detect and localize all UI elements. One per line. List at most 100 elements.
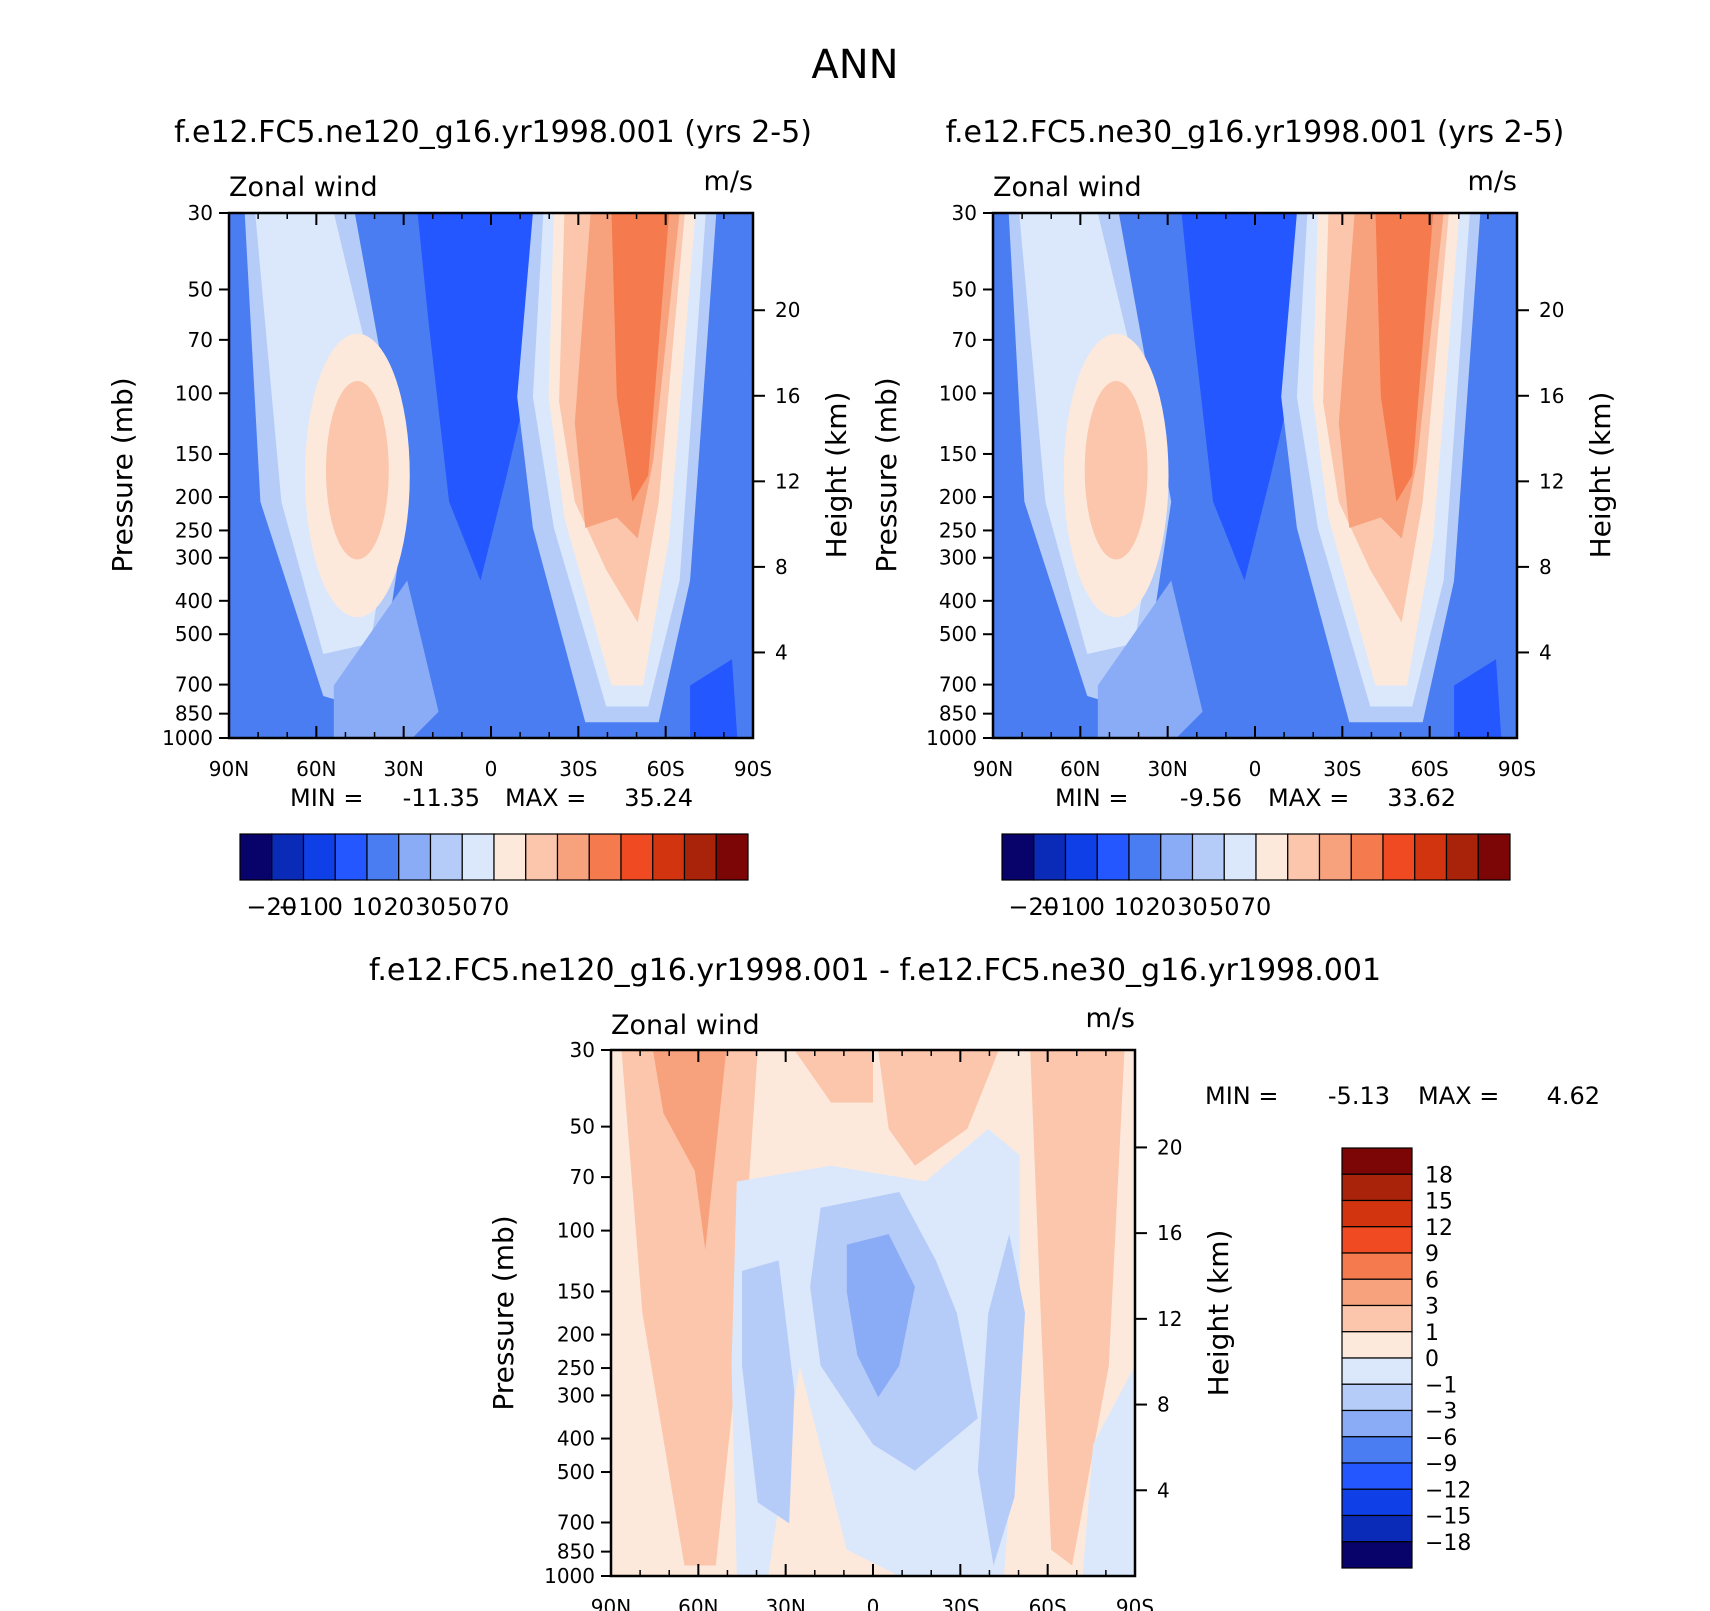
colorbar-swatch	[1341, 1357, 1413, 1385]
band-east-edge	[333, 580, 439, 738]
y-tick-label: 300	[557, 1383, 595, 1407]
colorbar-swatch	[493, 833, 527, 881]
y-tick-label: 700	[175, 673, 213, 697]
colorbar-swatch	[1341, 1514, 1413, 1543]
y2-tick-label: 20	[1539, 298, 1564, 322]
colorbar-swatch	[1341, 1409, 1413, 1438]
y-tick-label: 50	[188, 277, 213, 301]
colorbar-swatch	[1128, 833, 1162, 881]
colorbar-label: 20	[1145, 893, 1176, 921]
colorbar-swatch	[1318, 833, 1352, 881]
colorbar-swatch	[1341, 1147, 1413, 1175]
panel-3-title: f.e12.FC5.ne120_g16.yr1998.001 - f.e12.F…	[369, 953, 1381, 988]
y2-tick-label: 20	[775, 298, 800, 322]
colorbar-label: 0	[1425, 1347, 1439, 1372]
colorbar-swatch	[1341, 1226, 1413, 1254]
colorbar-swatch	[1096, 833, 1130, 881]
x-tick-label: 90N	[973, 757, 1013, 781]
band-neg1-neg3-b	[742, 1260, 795, 1524]
y-tick-label: 850	[175, 702, 213, 726]
band-polar-neg	[1454, 659, 1502, 738]
band-1-3-a	[621, 1050, 758, 1566]
y-tick-label: 30	[188, 201, 213, 225]
y-tick-label: 500	[175, 622, 213, 646]
x-tick-label: 60S	[647, 757, 685, 781]
colorbar-label: 30	[415, 893, 446, 921]
panel-1-variable: Zonal wind	[229, 172, 378, 203]
colorbar-label: 50	[1209, 893, 1240, 921]
panel-3: 90N 60N 30N 0 30S 60S 90S305070100150200250300…	[487, 1003, 1600, 1611]
x-tick-label: 30S	[941, 1595, 979, 1611]
colorbar-swatch	[239, 833, 273, 881]
colorbar-label: −20	[246, 893, 297, 921]
colorbar-swatch	[1341, 1436, 1413, 1464]
colorbar-label: −20	[1008, 893, 1059, 921]
y2-tick-label: 4	[1157, 1478, 1170, 1502]
colorbar-label: 1	[1425, 1321, 1439, 1346]
colorbar-swatch	[1341, 1199, 1413, 1228]
x-tick-label: 60N	[1060, 757, 1100, 781]
band-polar	[1438, 370, 1517, 738]
panel-2-min-label: MIN =	[1055, 784, 1128, 812]
y-tick-label: 500	[557, 1460, 595, 1484]
x-tick-label: 0	[867, 1595, 880, 1611]
band-1-3-b	[794, 1050, 873, 1103]
band-1-3-c	[878, 1050, 999, 1166]
colorbar-label: 0	[1090, 893, 1105, 921]
colorbar-label: 50	[447, 893, 478, 921]
y-tick-label: 30	[570, 1038, 595, 1062]
colorbar-swatch	[1341, 1304, 1413, 1333]
colorbar-swatch	[525, 833, 559, 881]
colorbar-label: 30	[1177, 893, 1208, 921]
panel-1-max-label: MAX =	[505, 784, 586, 812]
y-tick-label: 500	[939, 622, 977, 646]
x-tick-label: 60S	[1029, 1595, 1067, 1611]
panel-3-min-label: MIN =	[1205, 1082, 1278, 1110]
y-tick-label: 1000	[162, 726, 213, 750]
x-tick-label: 90S	[1116, 1595, 1154, 1611]
colorbar-swatch	[1341, 1278, 1413, 1307]
y-tick-label: 850	[939, 702, 977, 726]
colorbar-swatch	[1341, 1331, 1413, 1359]
colorbar-swatch	[1341, 1541, 1413, 1569]
x-tick-label: 90N	[591, 1595, 631, 1611]
panel-1-min-label: MIN =	[290, 784, 363, 812]
colorbar-swatch	[1341, 1252, 1413, 1280]
colorbar-swatch	[1341, 1173, 1413, 1202]
panel-2-axes: 90N 60N 30N 0 30S 60S 90S 30 50 70 100 150 200 250 300…	[926, 201, 1564, 781]
colorbar-swatch	[1033, 833, 1067, 881]
y-tick-label: 250	[557, 1356, 595, 1380]
panel-3-units: m/s	[1086, 1003, 1135, 1034]
colorbar-swatch	[1341, 1462, 1413, 1490]
panel-2-colorbar: −20−100 10 20 30 50 70	[1001, 833, 1511, 921]
y-tick-label: 700	[939, 673, 977, 697]
band-3-6-a	[652, 1050, 727, 1250]
x-tick-label: 30N	[765, 1595, 805, 1611]
colorbar-swatch	[683, 833, 717, 881]
panel-2-min-value: -9.56	[1180, 784, 1242, 812]
x-tick-label: 90S	[1498, 757, 1536, 781]
colorbar-swatch	[715, 833, 749, 881]
y-tick-label: 400	[939, 589, 977, 613]
colorbar-swatch	[398, 833, 432, 881]
x-tick-label: 0	[1249, 757, 1262, 781]
y-tick-label: 250	[939, 518, 977, 542]
y-tick-label: 200	[557, 1323, 595, 1347]
colorbar-label: 18	[1425, 1163, 1453, 1188]
panel-2-title: f.e12.FC5.ne30_g16.yr1998.001 (yrs 2-5)	[946, 115, 1565, 150]
panel-1-y2label: Height (km)	[820, 392, 853, 559]
y2-tick-label: 12	[1539, 469, 1564, 493]
x-tick-label: 30S	[1323, 757, 1361, 781]
band-polar	[1082, 1365, 1135, 1576]
panel-3-variable: Zonal wind	[611, 1010, 760, 1041]
colorbar-label: −12	[1425, 1478, 1471, 1503]
x-tick-label: 60N	[296, 757, 336, 781]
panel-1-min-value: -11.35	[403, 784, 480, 812]
band-20-25	[325, 381, 389, 560]
y-tick-label: 200	[175, 485, 213, 509]
y-tick-label: 100	[175, 381, 213, 405]
panel-3-max-value: 4.62	[1547, 1082, 1600, 1110]
y-tick-label: 50	[570, 1115, 595, 1139]
colorbar-label: −15	[1425, 1505, 1471, 1530]
